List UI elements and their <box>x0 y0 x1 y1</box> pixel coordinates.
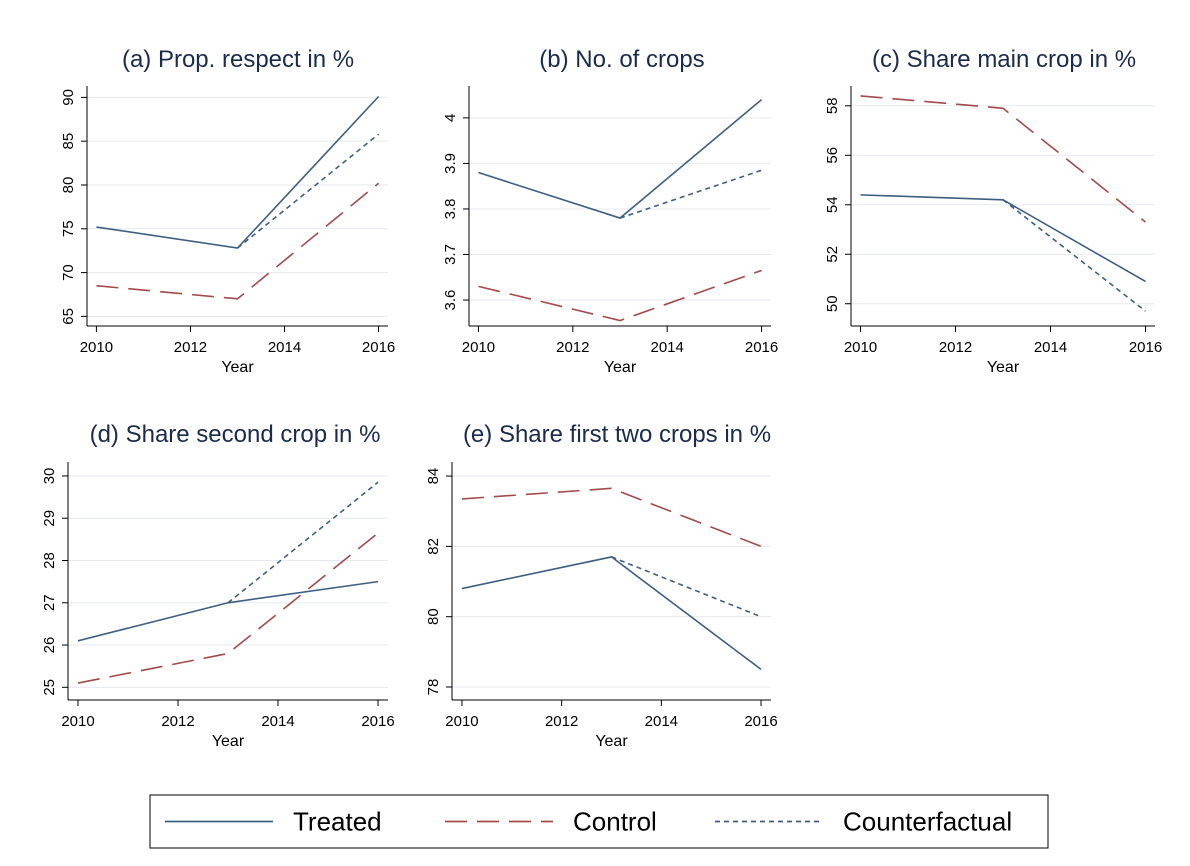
legend: Treated Control Counterfactual <box>149 794 1049 849</box>
legend-label: Counterfactual <box>843 807 1012 837</box>
y-tick-label: 3.8 <box>442 199 459 220</box>
series-line <box>77 580 379 642</box>
x-tick-label: 2010 <box>844 339 877 356</box>
panel: (c) Share main crop in % 50 52 54 56 58 2010 20… <box>824 46 1162 376</box>
y-tick-label: 80 <box>425 608 442 625</box>
y-tick-label: 3.9 <box>442 153 459 174</box>
x-tick-label: 2012 <box>939 339 972 356</box>
y-tick-label: 26 <box>41 637 58 654</box>
x-axis-label: Year <box>604 359 637 376</box>
x-tick-label: 2014 <box>268 339 301 356</box>
x-tick-label: 2016 <box>361 713 394 730</box>
x-tick-label: 2014 <box>651 339 684 356</box>
panel-title: (b) No. of crops <box>539 46 704 73</box>
series-line <box>478 269 762 322</box>
y-tick-label: 84 <box>425 468 442 485</box>
series-line <box>461 556 762 671</box>
series-line <box>619 169 762 219</box>
legend-label: Control <box>573 807 657 837</box>
y-tick-label: 75 <box>60 220 77 237</box>
y-tick-label: 54 <box>824 196 841 213</box>
series-line <box>461 487 762 548</box>
panel-title: (d) Share second crop in % <box>90 421 381 448</box>
x-tick-label: 2012 <box>161 713 194 730</box>
x-tick-label: 2012 <box>556 339 589 356</box>
x-tick-label: 2010 <box>445 713 478 730</box>
x-tick-label: 2010 <box>61 713 94 730</box>
y-tick-label: 50 <box>824 295 841 312</box>
legend-box <box>149 794 1049 849</box>
y-tick-label: 3.7 <box>442 244 459 265</box>
y-tick-label: 65 <box>60 308 77 325</box>
panel: (e) Share first two crops in % 78 80 82 84 20… <box>425 421 778 750</box>
x-tick-label: 2016 <box>362 339 395 356</box>
y-tick-label: 28 <box>41 552 58 569</box>
panel: (a) Prop. respect in % 65 70 75 80 85 90 2010 20… <box>60 46 395 376</box>
panel-title: (a) Prop. respect in % <box>122 46 354 73</box>
y-tick-label: 85 <box>60 133 77 150</box>
series-line <box>236 133 380 249</box>
y-tick-label: 82 <box>425 538 442 555</box>
series-line <box>1002 199 1146 312</box>
x-tick-label: 2012 <box>545 713 578 730</box>
x-axis-label: Year <box>987 359 1020 376</box>
x-tick-label: 2016 <box>745 339 778 356</box>
series-line <box>611 556 762 618</box>
y-tick-label: 29 <box>41 510 58 527</box>
panel-title: (e) Share first two crops in % <box>463 421 771 448</box>
y-tick-label: 3.6 <box>442 290 459 311</box>
series-line <box>96 95 380 249</box>
series-line <box>860 194 1146 283</box>
panel-title: (c) Share main crop in % <box>872 46 1136 73</box>
y-tick-label: 78 <box>425 679 442 696</box>
y-tick-label: 27 <box>41 594 58 611</box>
x-axis-label: Year <box>221 359 254 376</box>
panel: (b) No. of crops 3.6 3.7 3.8 3.9 4 2010 2012 201… <box>442 46 778 376</box>
x-tick-label: 2014 <box>261 713 294 730</box>
x-tick-label: 2016 <box>744 713 777 730</box>
y-tick-label: 4 <box>442 114 459 122</box>
x-tick-label: 2012 <box>174 339 207 356</box>
series-line <box>77 532 379 684</box>
x-tick-label: 2010 <box>462 339 495 356</box>
y-tick-label: 70 <box>60 264 77 281</box>
x-tick-label: 2010 <box>80 339 113 356</box>
series-line <box>860 95 1146 223</box>
y-tick-label: 30 <box>41 468 58 485</box>
x-tick-label: 2014 <box>1034 339 1067 356</box>
x-axis-label: Year <box>212 733 245 750</box>
x-axis-label: Year <box>595 733 628 750</box>
x-tick-label: 2016 <box>1129 339 1162 356</box>
y-tick-label: 56 <box>824 147 841 164</box>
series-line <box>96 182 380 300</box>
y-tick-label: 90 <box>60 89 77 106</box>
legend-label: Treated <box>293 807 382 837</box>
y-tick-label: 25 <box>41 679 58 696</box>
y-tick-label: 80 <box>60 177 77 194</box>
x-tick-label: 2014 <box>645 713 678 730</box>
panel: (d) Share second crop in % 25 26 27 28 29 30 20… <box>41 421 395 750</box>
y-tick-label: 58 <box>824 97 841 114</box>
y-tick-label: 52 <box>824 246 841 263</box>
